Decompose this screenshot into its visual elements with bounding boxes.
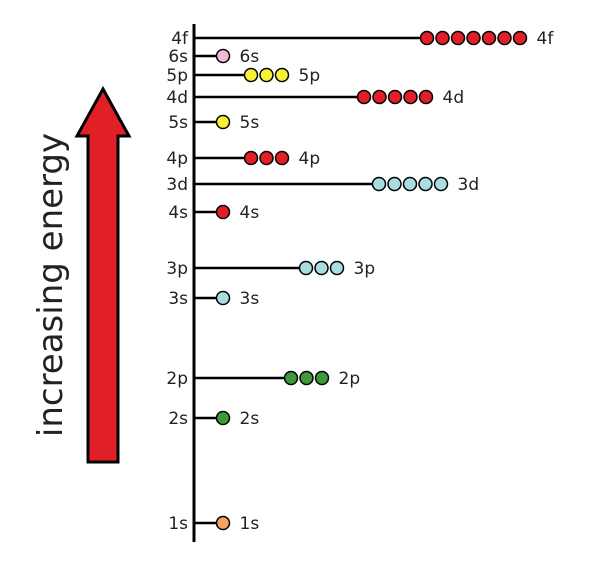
electron-circle <box>403 89 418 105</box>
level-label-right: 4s <box>240 203 260 223</box>
level-4f: 4f 4f <box>171 29 554 49</box>
electron-circle <box>387 176 402 192</box>
level-label-left: 4s <box>168 203 188 223</box>
level-2s: 2s 2s <box>168 409 259 429</box>
electron-circle <box>433 176 449 192</box>
level-label-left: 1s <box>168 514 188 534</box>
axis-label: increasing energy <box>31 133 71 437</box>
level-label-left: 6s <box>168 47 188 67</box>
electron-circle <box>418 89 434 105</box>
electron-circle <box>356 89 372 105</box>
level-4d: 4d 4d <box>166 88 464 108</box>
level-5s: 5s 5s <box>168 113 259 133</box>
level-1s: 1s 1s <box>168 514 259 534</box>
electron-circle <box>314 260 329 276</box>
electron-circle <box>274 67 290 83</box>
level-label-right: 1s <box>240 514 260 534</box>
level-label-right: 5s <box>240 113 260 133</box>
level-label-left: 3d <box>166 175 188 195</box>
level-label-right: 3d <box>458 175 480 195</box>
level-label-left: 4p <box>166 149 188 169</box>
electron-circle <box>259 150 274 166</box>
level-label-right: 2p <box>339 369 361 389</box>
level-3p: 3p 3p <box>166 259 375 279</box>
electron-circle <box>329 260 345 276</box>
level-label-left: 5s <box>168 113 188 133</box>
electron-circle <box>243 150 259 166</box>
level-label-right: 6s <box>240 47 260 67</box>
level-label-left: 2p <box>166 369 188 389</box>
level-label-right: 3s <box>240 289 260 309</box>
electron-circle <box>387 89 403 105</box>
level-label-left: 4f <box>171 29 189 49</box>
level-3d: 3d 3d <box>166 175 479 195</box>
electron-circle <box>466 30 481 46</box>
electron-circle <box>283 370 299 386</box>
level-label-left: 5p <box>166 66 188 86</box>
electron-circle <box>402 176 418 192</box>
electron-circle <box>215 204 231 220</box>
level-4p: 4p 4p <box>166 149 320 169</box>
electron-circle <box>435 30 450 46</box>
level-6s: 6s 6s <box>168 47 259 67</box>
electron-circle <box>481 30 497 46</box>
electron-circle <box>274 150 290 166</box>
level-2p: 2p 2p <box>166 369 360 389</box>
level-5p: 5p 5p <box>166 66 320 86</box>
electron-circle <box>418 176 433 192</box>
electron-circle <box>299 370 314 386</box>
level-label-left: 2s <box>168 409 188 429</box>
level-label-right: 3p <box>354 259 376 279</box>
level-label-right: 2s <box>240 409 260 429</box>
electron-circle <box>450 30 466 46</box>
energy-arrow <box>74 85 132 464</box>
electron-circle <box>419 30 435 46</box>
electron-circle <box>497 30 512 46</box>
level-3s: 3s 3s <box>168 289 259 309</box>
level-label-right: 4d <box>443 88 465 108</box>
level-label-right: 4p <box>299 149 321 169</box>
electron-circle <box>215 290 231 306</box>
electron-circle <box>215 48 231 64</box>
electron-circle <box>512 30 528 46</box>
level-label-left: 3s <box>168 289 188 309</box>
electron-circle <box>371 176 387 192</box>
electron-circle <box>215 114 231 130</box>
electron-circle <box>259 67 274 83</box>
electron-circle <box>314 370 330 386</box>
electron-circle <box>372 89 387 105</box>
level-label-left: 4d <box>166 88 188 108</box>
level-label-left: 3p <box>166 259 188 279</box>
electron-circle <box>215 410 231 426</box>
level-label-right: 5p <box>299 66 321 86</box>
electron-circle <box>298 260 314 276</box>
level-label-right: 4f <box>537 29 555 49</box>
level-4s: 4s 4s <box>168 203 259 223</box>
electron-circle <box>215 515 231 531</box>
electron-circle <box>243 67 259 83</box>
